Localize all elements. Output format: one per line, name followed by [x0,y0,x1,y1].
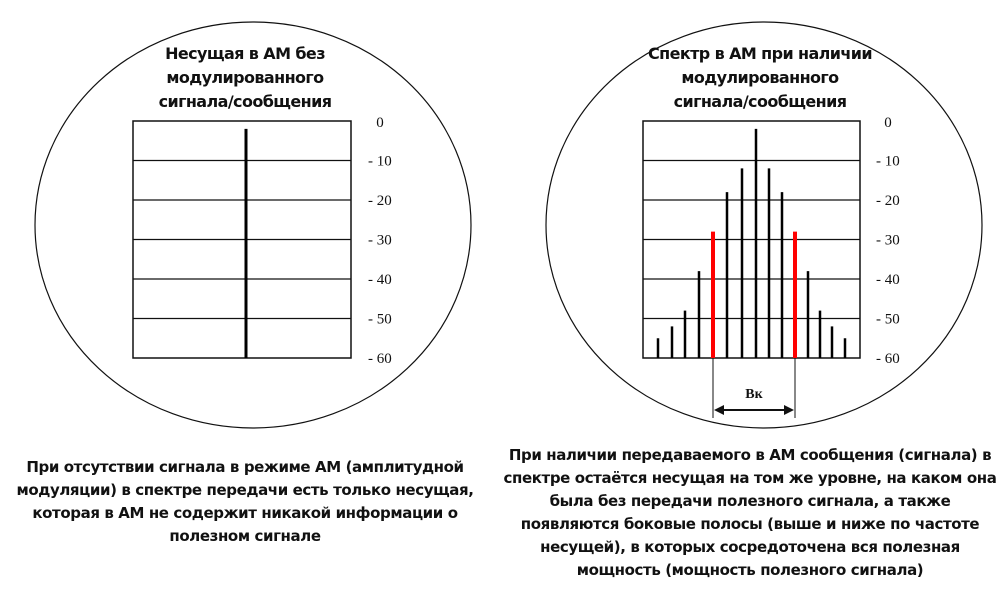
left-spectrum-chart: 0 - 10 - 20 - 30 - 40 - 50 - 60 [132,115,392,367]
left-caption: При отсутствии сигнала в режиме АМ (ампл… [16,458,474,545]
right-caption: При наличии передаваемого в АМ сообщения… [503,446,997,579]
tick-label: - 20 [876,193,900,209]
right-circle [545,21,983,429]
left-panel-title: Несущая в АМ без модулированного сигнала… [158,44,332,111]
arrow-head-left-icon [714,405,724,415]
left-circle [34,21,472,429]
tick-label: - 50 [876,312,900,328]
right-panel-title: Спектр в АМ при наличии модулированного … [647,44,873,111]
tick-label: - 40 [368,272,392,288]
tick-label: - 10 [368,154,392,170]
bandwidth-label: Bк [745,387,763,402]
tick-label: - 60 [368,351,392,367]
tick-label: 0 [376,115,384,131]
tick-label: - 10 [876,154,900,170]
tick-label: - 60 [876,351,900,367]
tick-label: - 40 [876,272,900,288]
arrow-head-right-icon [784,405,794,415]
tick-label: - 30 [368,233,392,249]
tick-label: - 50 [368,312,392,328]
tick-label: 0 [884,115,892,131]
right-spectrum-chart: 0 - 10 - 20 - 30 - 40 - 50 - 60 Bк [642,115,900,418]
tick-label: - 20 [368,193,392,209]
tick-label: - 30 [876,233,900,249]
